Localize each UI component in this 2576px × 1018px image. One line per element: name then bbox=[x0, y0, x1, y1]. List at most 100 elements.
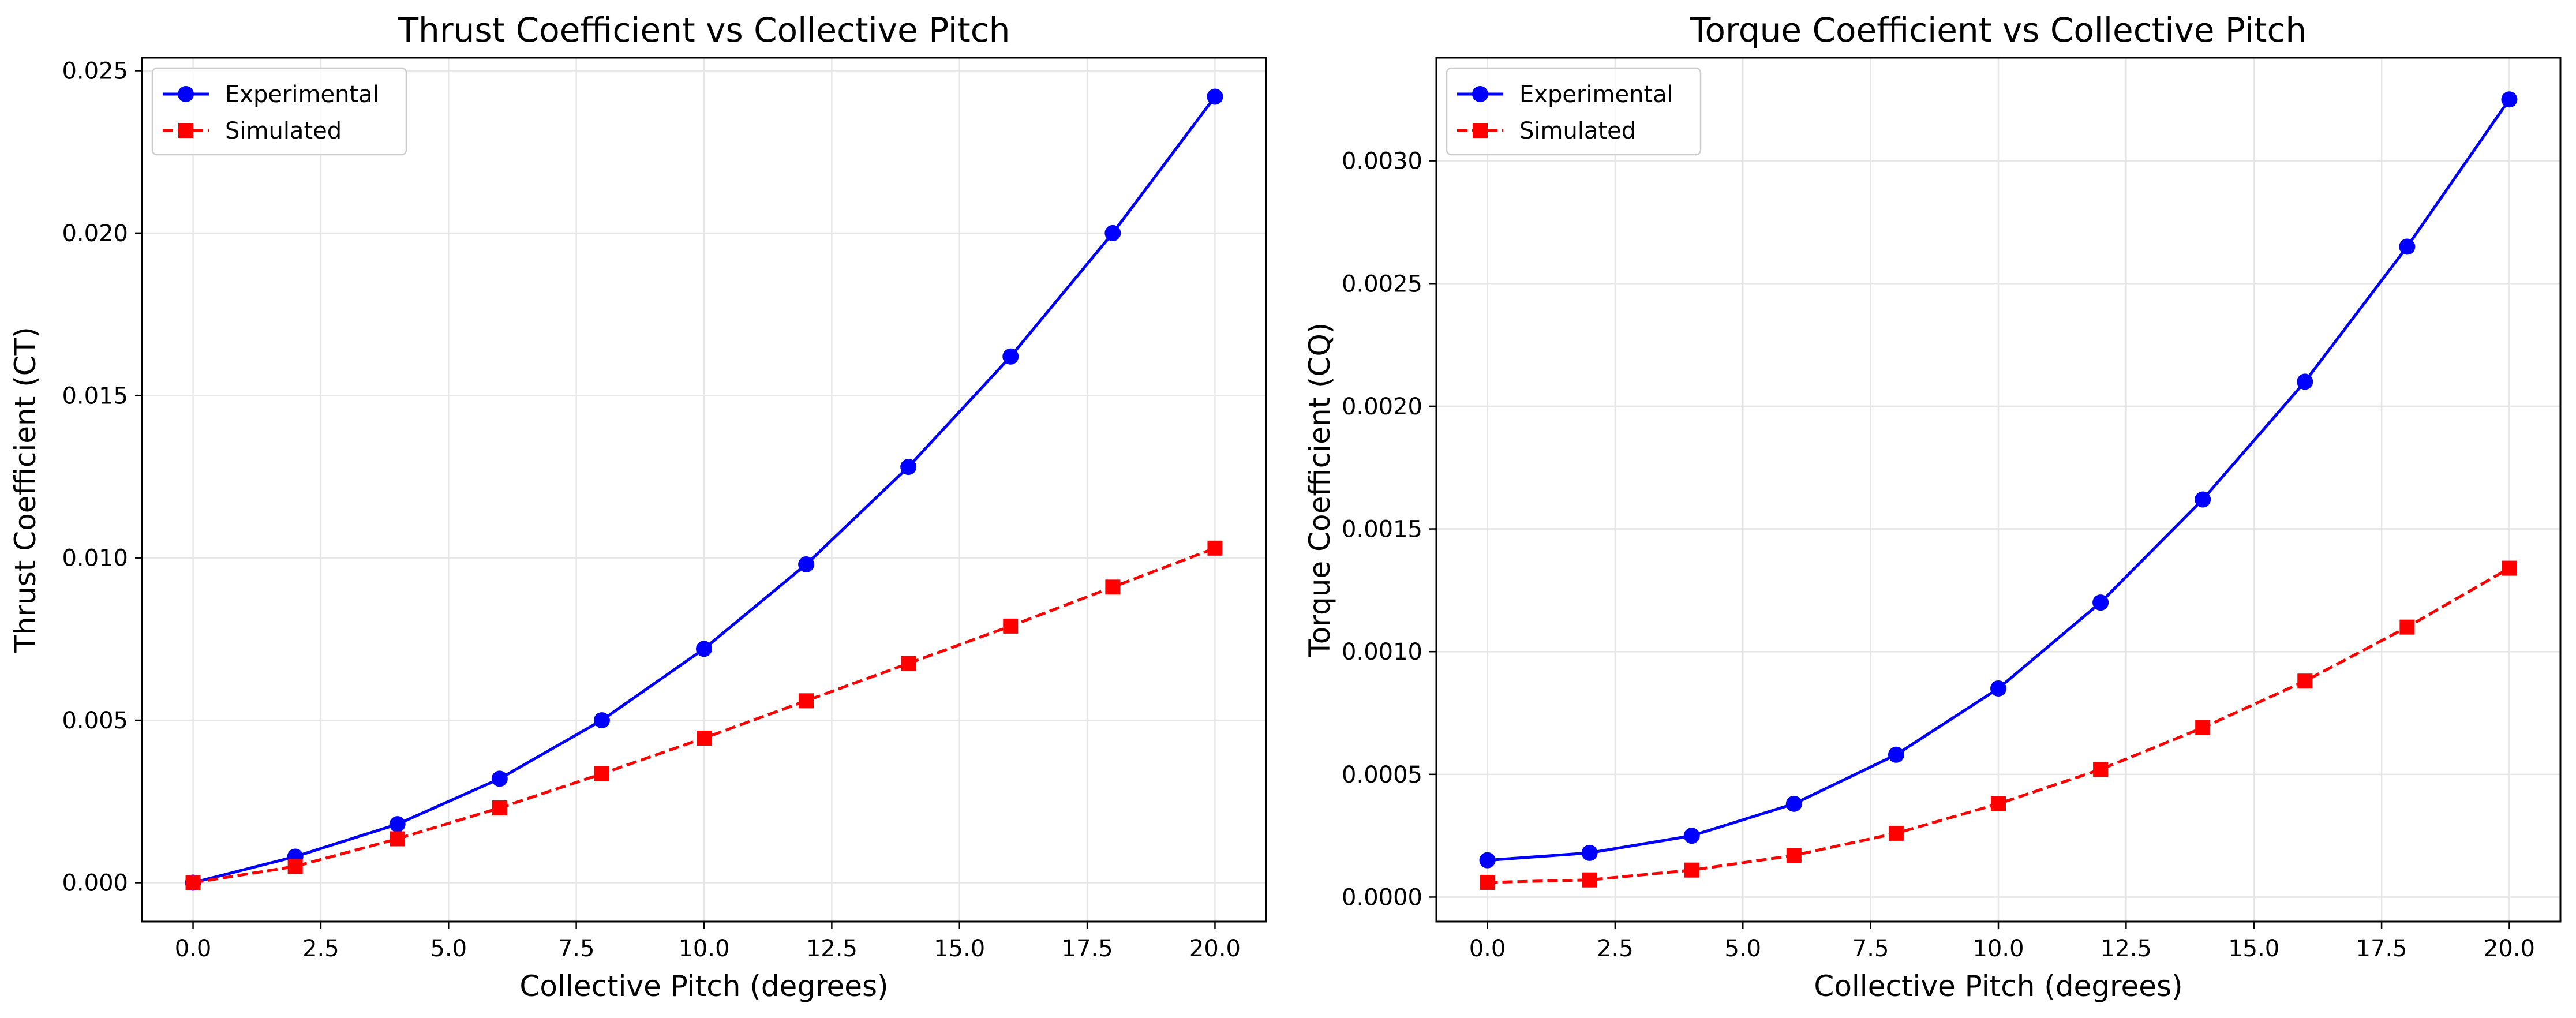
data-point bbox=[696, 641, 712, 657]
chart-title: Thrust Coefficient vs Collective Pitch bbox=[398, 10, 1010, 50]
data-point bbox=[390, 831, 405, 847]
legend-label: Experimental bbox=[1519, 81, 1673, 108]
data-point bbox=[2502, 560, 2517, 576]
grid-lines bbox=[142, 58, 1266, 922]
chart-title: Torque Coefficient vs Collective Pitch bbox=[1690, 10, 2307, 50]
legend: Experimental Simulated bbox=[1446, 67, 1702, 156]
data-point bbox=[491, 770, 508, 787]
y-tick-label: 0.0025 bbox=[1342, 271, 1422, 297]
data-point bbox=[1990, 680, 2006, 697]
data-point bbox=[697, 731, 712, 746]
x-tick-label: 5.0 bbox=[430, 935, 467, 962]
thrust-chart: 0.0 2.5 5.0 7.5 10.0 12.5 15.0 17.5 20.0 0.000 0.0… bbox=[9, 10, 1267, 1003]
data-point bbox=[1684, 862, 1699, 878]
legend-entry-simulated: Simulated bbox=[163, 118, 342, 144]
data-point bbox=[1003, 618, 1019, 634]
x-tick-label: 2.5 bbox=[1597, 935, 1634, 962]
y-tick-label: 0.020 bbox=[62, 220, 128, 247]
legend-box bbox=[1446, 67, 1702, 156]
x-tick-label: 15.0 bbox=[934, 935, 985, 962]
data-point bbox=[2093, 762, 2109, 777]
y-tick-label: 0.025 bbox=[62, 58, 128, 85]
data-point bbox=[2092, 594, 2109, 611]
data-point bbox=[1581, 844, 1598, 861]
data-point bbox=[1582, 872, 1597, 888]
legend-label: Simulated bbox=[225, 118, 342, 144]
series-group bbox=[1479, 91, 2518, 890]
y-tick-label: 0.0005 bbox=[1342, 762, 1422, 788]
legend-marker bbox=[1472, 86, 1488, 102]
axis-ticks: 0.0 2.5 5.0 7.5 10.0 12.5 15.0 17.5 20.0 0.0000 0.… bbox=[1342, 148, 2535, 962]
y-tick-label: 0.015 bbox=[62, 383, 128, 409]
data-point bbox=[1104, 224, 1121, 241]
data-point bbox=[1207, 540, 1223, 556]
data-point bbox=[799, 693, 814, 709]
data-point bbox=[594, 766, 609, 781]
data-point bbox=[901, 656, 916, 671]
data-point bbox=[287, 859, 303, 874]
x-tick-label: 5.0 bbox=[1724, 935, 1761, 962]
grid-lines bbox=[1436, 58, 2560, 922]
data-point bbox=[798, 556, 815, 572]
data-point bbox=[2399, 619, 2415, 635]
legend-entry-simulated: Simulated bbox=[1457, 118, 1636, 144]
legend-label: Experimental bbox=[225, 81, 379, 108]
y-tick-label: 0.0030 bbox=[1342, 148, 1422, 175]
data-point bbox=[1002, 348, 1019, 365]
y-tick-label: 0.0015 bbox=[1342, 517, 1422, 543]
x-tick-label: 2.5 bbox=[302, 935, 339, 962]
x-tick-label: 7.5 bbox=[558, 935, 595, 962]
axis-ticks: 0.0 2.5 5.0 7.5 10.0 12.5 15.0 17.5 20.0 0.000 0.0… bbox=[62, 58, 1241, 962]
x-tick-label: 10.0 bbox=[1972, 935, 2024, 962]
y-tick-label: 0.005 bbox=[62, 708, 128, 734]
data-point bbox=[1683, 828, 1700, 844]
y-tick-label: 0.0020 bbox=[1342, 394, 1422, 420]
legend-entry-experimental: Experimental bbox=[163, 81, 379, 108]
data-point bbox=[1479, 852, 1496, 869]
data-point bbox=[2195, 491, 2211, 508]
x-tick-label: 20.0 bbox=[2484, 935, 2535, 962]
legend-box bbox=[151, 67, 407, 156]
data-point bbox=[593, 712, 610, 729]
series-group bbox=[185, 88, 1223, 891]
x-tick-label: 15.0 bbox=[2228, 935, 2279, 962]
data-point bbox=[1105, 579, 1121, 595]
data-point bbox=[1991, 796, 2006, 811]
legend: Experimental Simulated bbox=[151, 67, 407, 156]
legend-label: Simulated bbox=[1519, 118, 1636, 144]
y-tick-label: 0.000 bbox=[62, 870, 128, 896]
y-axis-label: Thrust Coefficient (CT) bbox=[9, 327, 42, 653]
x-tick-label: 0.0 bbox=[1469, 935, 1506, 962]
torque-chart: 0.0 2.5 5.0 7.5 10.0 12.5 15.0 17.5 20.0 0.0000 0.… bbox=[1303, 10, 2562, 1003]
x-tick-label: 12.5 bbox=[806, 935, 858, 962]
data-point bbox=[1888, 825, 1904, 841]
y-axis-label: Torque Coefficient (CQ) bbox=[1303, 323, 1336, 658]
data-point bbox=[900, 459, 917, 476]
x-tick-label: 7.5 bbox=[1852, 935, 1889, 962]
legend-entry-experimental: Experimental bbox=[1457, 81, 1673, 108]
y-tick-label: 0.0000 bbox=[1342, 884, 1422, 911]
x-axis-label: Collective Pitch (degrees) bbox=[1814, 970, 2182, 1003]
x-tick-label: 12.5 bbox=[2101, 935, 2152, 962]
data-point bbox=[1207, 88, 1223, 105]
legend-marker bbox=[1473, 123, 1488, 138]
x-axis-label: Collective Pitch (degrees) bbox=[519, 970, 888, 1003]
x-tick-label: 10.0 bbox=[678, 935, 729, 962]
data-point bbox=[492, 800, 507, 816]
data-point bbox=[185, 875, 201, 890]
data-point bbox=[389, 816, 406, 833]
data-point bbox=[2297, 373, 2313, 390]
y-tick-label: 0.010 bbox=[62, 545, 128, 572]
data-point bbox=[1785, 795, 1802, 812]
data-point bbox=[2297, 673, 2313, 689]
x-tick-label: 17.5 bbox=[2356, 935, 2407, 962]
data-point bbox=[2501, 91, 2518, 108]
legend-marker bbox=[178, 123, 193, 138]
data-point bbox=[1888, 746, 1904, 763]
x-tick-label: 0.0 bbox=[175, 935, 212, 962]
data-point bbox=[1480, 874, 1495, 890]
data-point bbox=[2399, 238, 2416, 255]
data-point bbox=[2195, 720, 2211, 736]
x-tick-label: 17.5 bbox=[1062, 935, 1113, 962]
x-tick-label: 20.0 bbox=[1189, 935, 1241, 962]
